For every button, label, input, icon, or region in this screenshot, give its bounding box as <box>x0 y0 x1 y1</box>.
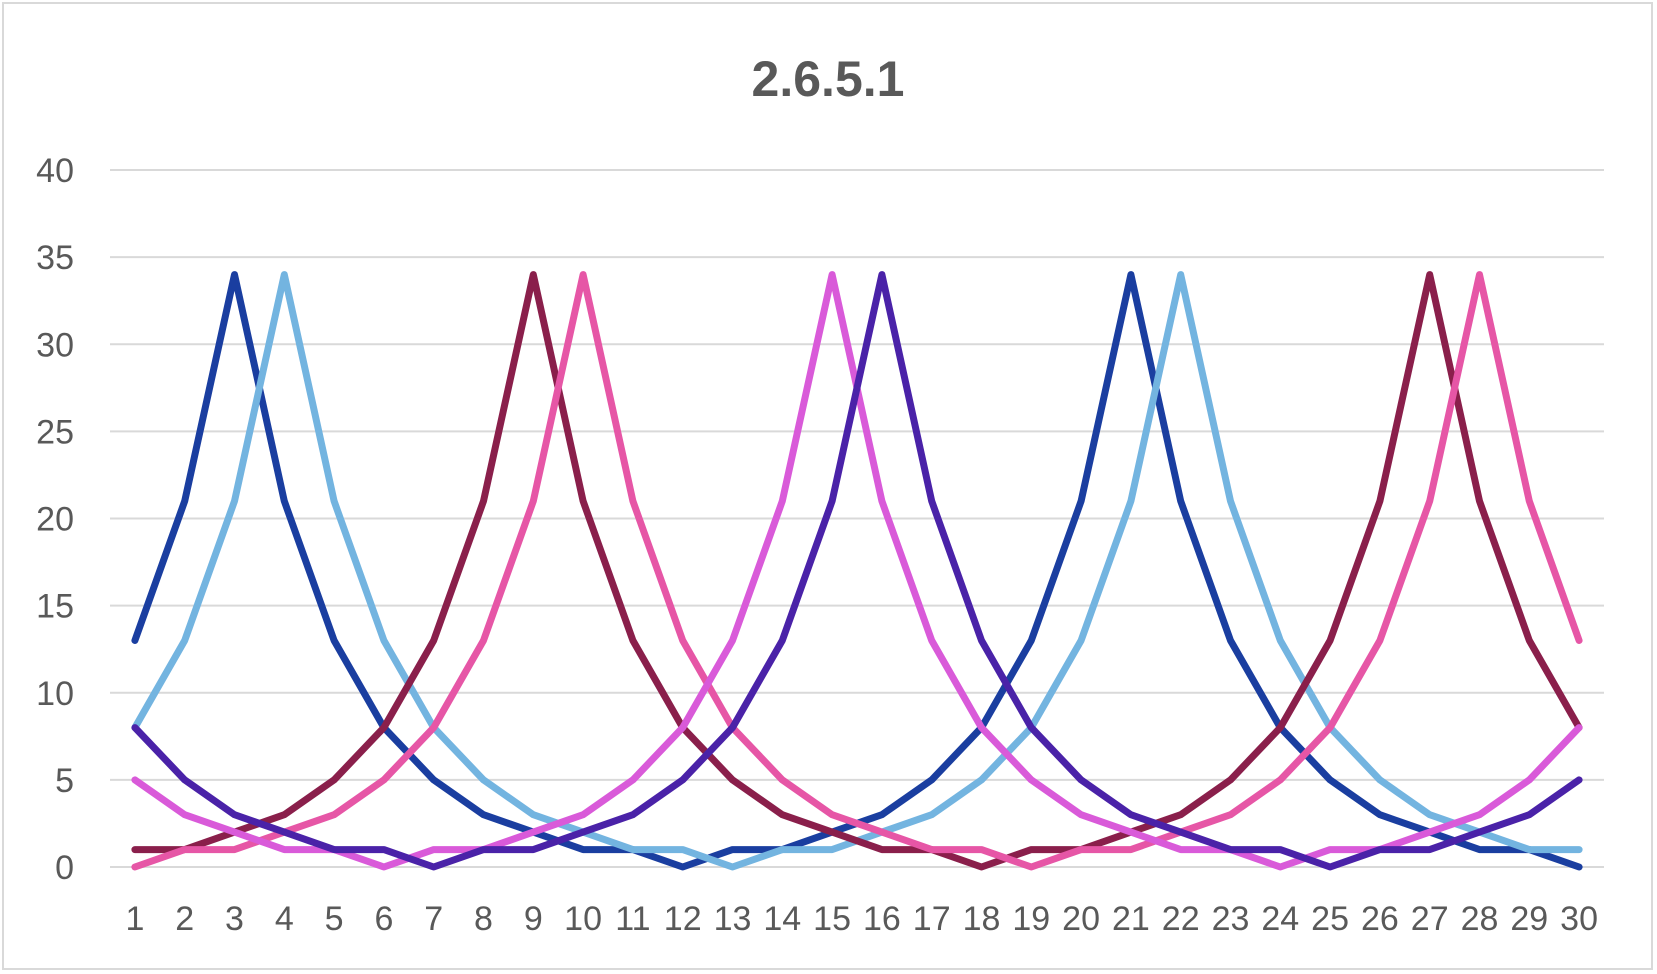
series-line-3 <box>131 271 1583 871</box>
y-tick-label: 35 <box>36 239 74 277</box>
series-line-2 <box>131 271 1583 871</box>
y-tick-label: 0 <box>55 849 74 887</box>
x-tick-label: 24 <box>1261 900 1299 938</box>
x-tick-label: 28 <box>1461 900 1499 938</box>
x-tick-label: 30 <box>1560 900 1598 938</box>
x-tick-label: 3 <box>225 900 244 938</box>
x-tick-label: 17 <box>913 900 951 938</box>
y-tick-label: 5 <box>55 762 74 800</box>
x-tick-label: 27 <box>1411 900 1449 938</box>
x-tick-label: 10 <box>564 900 602 938</box>
y-tick-label: 25 <box>36 413 74 451</box>
x-tick-label: 25 <box>1311 900 1349 938</box>
x-tick-label: 15 <box>813 900 851 938</box>
x-tick-label: 18 <box>963 900 1001 938</box>
series-line-5 <box>131 271 1583 871</box>
x-axis-ticks: 1 2 3 4 5 6 7 8 9 10 11 12 13 14 15 16 17 18 19 20 21 22 23 24 2… <box>125 900 1598 938</box>
y-tick-label: 20 <box>36 501 74 539</box>
x-tick-label: 20 <box>1062 900 1100 938</box>
x-tick-label: 19 <box>1012 900 1050 938</box>
y-tick-label: 10 <box>36 675 74 713</box>
y-tick-label: 30 <box>36 326 74 364</box>
chart-title: 2.6.5.1 <box>752 51 905 107</box>
x-tick-label: 16 <box>863 900 901 938</box>
y-tick-label: 15 <box>36 588 74 626</box>
x-tick-label: 23 <box>1212 900 1250 938</box>
series-line-4 <box>131 271 1583 871</box>
series-line-6 <box>131 271 1583 871</box>
x-tick-label: 2 <box>175 900 194 938</box>
x-tick-label: 6 <box>374 900 393 938</box>
x-tick-label: 1 <box>125 900 144 938</box>
x-tick-label: 21 <box>1112 900 1150 938</box>
x-tick-label: 4 <box>275 900 294 938</box>
x-tick-label: 9 <box>524 900 543 938</box>
x-tick-label: 22 <box>1162 900 1200 938</box>
series-line-1 <box>131 271 1583 871</box>
x-tick-label: 13 <box>714 900 752 938</box>
x-tick-label: 7 <box>424 900 443 938</box>
y-axis-ticks: 0 5 10 15 20 25 30 35 40 <box>36 152 74 887</box>
x-tick-label: 5 <box>325 900 344 938</box>
x-tick-label: 14 <box>763 900 801 938</box>
x-tick-label: 29 <box>1510 900 1548 938</box>
gridlines <box>110 169 1604 868</box>
series-layer <box>131 271 1583 871</box>
x-tick-label: 11 <box>615 900 650 938</box>
x-tick-label: 8 <box>474 900 493 938</box>
y-tick-label: 40 <box>36 152 74 190</box>
x-tick-label: 26 <box>1361 900 1399 938</box>
x-tick-label: 12 <box>664 900 702 938</box>
